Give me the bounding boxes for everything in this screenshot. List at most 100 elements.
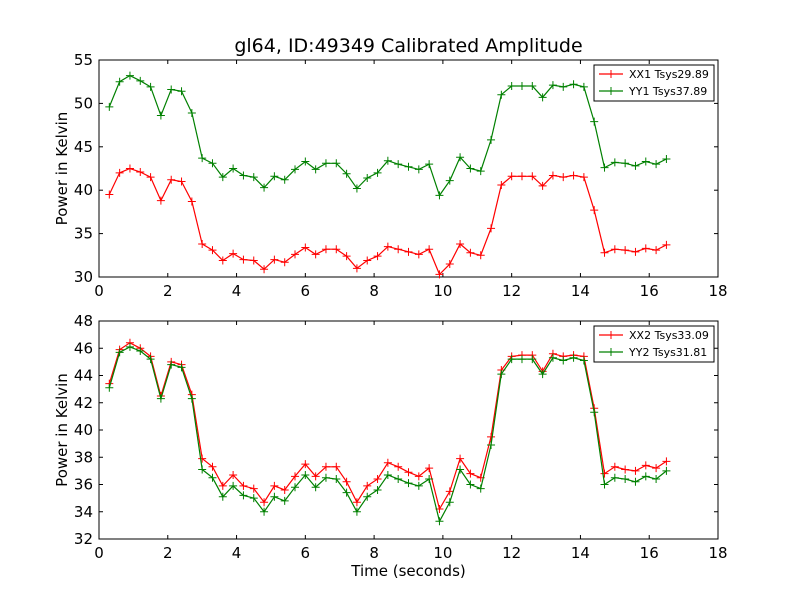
data-point [641,157,650,166]
data-point [590,117,599,126]
data-point [177,363,186,372]
data-point [414,481,423,490]
data-point [404,162,413,171]
y-tick-label: 38 [74,448,93,466]
data-point [641,472,650,481]
data-point [187,197,196,206]
data-point [652,464,661,473]
data-point [456,454,465,463]
data-point [559,173,568,182]
data-point [652,475,661,484]
data-point [177,87,186,96]
data-point [342,488,351,497]
data-point [383,156,392,165]
data-point [208,159,217,168]
data-point [373,168,382,177]
legend-marker [607,70,615,78]
data-point [600,480,609,489]
data-point [621,159,630,168]
data-point [517,172,526,181]
data-point [229,470,238,479]
data-point [105,102,114,111]
data-point [466,480,475,489]
data-point [610,245,619,254]
data-point [631,161,640,170]
data-point [167,175,176,184]
data-point [115,168,124,177]
data-point [156,394,165,403]
chart-panel-1: 0 2 4 6 8 10 12 14 16 18 30 35 40 45 50 55 gl64, ID:4934… [53,35,728,300]
data-point [208,473,217,482]
data-point [507,355,516,364]
data-point [528,355,537,364]
data-point [342,477,351,486]
y-tick-label: 40 [74,421,93,439]
data-point [332,475,341,484]
data-point [321,462,330,471]
data-point [373,252,382,261]
data-point [507,172,516,181]
x-tick-label: 12 [502,544,521,562]
data-point [662,240,671,249]
data-point [621,246,630,255]
y-tick-label: 36 [74,476,93,494]
data-point [146,82,155,91]
data-point [270,481,279,490]
y-axis-label: Power in Kelvin [53,373,71,487]
x-tick-label: 4 [232,282,242,300]
data-point [476,167,485,176]
data-point [352,264,361,273]
data-point [208,462,217,471]
data-point [156,111,165,120]
y-tick-label: 48 [74,312,93,330]
data-point [569,353,578,362]
data-point [548,81,557,90]
data-point [249,173,258,182]
data-point [425,160,434,169]
data-point [249,484,258,493]
data-point [559,82,568,91]
data-point [291,250,300,259]
data-point [383,458,392,467]
x-tick-label: 16 [640,544,659,562]
data-point [342,169,351,178]
data-point [115,77,124,86]
data-point [136,346,145,355]
data-point [239,255,248,264]
data-point [487,432,496,441]
legend-marker [607,87,615,95]
data-point [579,82,588,91]
legend: XX2 Tsys33.09 YY2 Tsys31.81 [593,325,715,363]
data-point [280,496,289,505]
data-point [352,507,361,516]
data-point [311,483,320,492]
data-point [517,355,526,364]
data-point [198,454,207,463]
data-point [528,172,537,181]
data-point [435,191,444,200]
data-point [404,247,413,256]
x-tick-label: 6 [301,544,311,562]
data-point [260,265,269,274]
y-tick-label: 34 [74,503,93,521]
data-point [260,507,269,516]
data-point [321,245,330,254]
x-tick-label: 0 [94,282,104,300]
data-point [662,154,671,163]
data-point [641,244,650,253]
data-point [373,475,382,484]
data-point [239,481,248,490]
y-tick-label: 30 [74,268,93,286]
x-axis-label: Time (seconds) [350,562,466,580]
data-point [321,473,330,482]
data-point [404,479,413,488]
legend-label: YY1 Tsys37.89 [628,85,707,98]
data-point [466,248,475,257]
data-point [445,259,454,268]
plot-frame [98,59,719,278]
x-tick-label: 14 [571,544,590,562]
data-point [105,190,114,199]
data-point [487,135,496,144]
data-point [208,246,217,255]
